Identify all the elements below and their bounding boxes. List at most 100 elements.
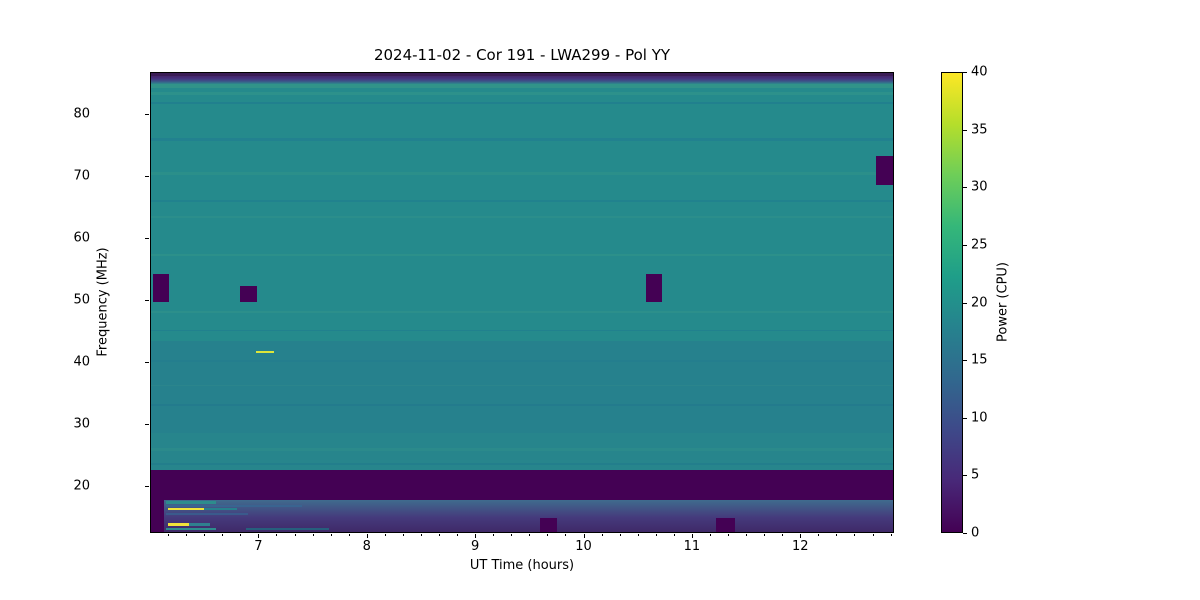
heatmap-stripe [151, 403, 893, 406]
x-minor-tick [420, 534, 422, 536]
yellow-burst-16mhz [168, 507, 204, 510]
colorbar-tick-label-0: 0 [971, 525, 980, 541]
x-tick-label-8: 8 [362, 539, 371, 554]
y-tick-80 [145, 114, 149, 116]
x-minor-tick [186, 534, 188, 536]
y-axis-ticks: 20 30 40 50 60 70 80 [0, 0, 150, 600]
dropout-blob-3 [646, 274, 663, 302]
x-minor-tick [854, 534, 856, 536]
heatmap-stripe [151, 359, 893, 363]
y-tick-label-20: 20 [73, 478, 90, 494]
heatmap-stripe [151, 448, 893, 451]
colorbar-tick-15 [963, 360, 967, 362]
heatmap-stripe [151, 253, 893, 257]
heatmap-stripe [151, 384, 893, 387]
colorbar-tick-5 [963, 475, 967, 477]
teal-segment-4 [166, 527, 216, 530]
teal-segment-3 [188, 523, 211, 526]
x-axis-ticks [150, 533, 894, 539]
top-edge-dark-band [151, 73, 893, 77]
ionosphere-cutoff-dark-band [151, 469, 893, 501]
x-tick-8 [366, 534, 368, 538]
x-minor-tick [402, 534, 404, 536]
x-minor-tick [619, 534, 621, 536]
x-minor-tick [637, 534, 639, 536]
dropout-blob-1 [153, 274, 170, 302]
heatmap [151, 73, 893, 532]
colorbar-tick-label-10: 10 [971, 410, 988, 426]
x-tick-label-11: 11 [683, 539, 701, 554]
x-tick-label-12: 12 [791, 539, 809, 554]
colorbar-tick-30 [963, 187, 967, 189]
x-minor-tick [493, 534, 495, 536]
teal-segment-1 [166, 500, 216, 504]
y-tick-label-30: 30 [73, 416, 90, 432]
x-minor-tick [728, 534, 729, 536]
x-minor-tick [384, 534, 386, 536]
x-minor-tick [836, 534, 838, 536]
heatmap-stripe [151, 200, 893, 202]
x-axis-minor-ticks [150, 533, 894, 539]
x-minor-tick [168, 534, 170, 536]
x-minor-tick [673, 534, 675, 536]
x-minor-tick [330, 534, 332, 536]
dropout-blob-2 [239, 286, 257, 302]
colorbar-tick-10 [963, 417, 967, 419]
y-tick-30 [145, 423, 149, 425]
colorbar-tick-25 [963, 244, 967, 246]
y-tick-40 [145, 361, 149, 363]
x-tick-label-10: 10 [575, 539, 592, 554]
x-minor-tick [709, 534, 711, 536]
x-minor-tick [439, 534, 440, 536]
x-minor-tick [547, 534, 549, 536]
main-body-mid [151, 340, 893, 434]
x-tick-10 [583, 534, 585, 538]
heatmap-stripe [151, 101, 893, 104]
faint-blue-stripe-2 [166, 512, 249, 516]
x-minor-tick [890, 534, 892, 536]
y-tick-label-80: 80 [73, 106, 90, 122]
dropout-blob-4 [876, 155, 893, 186]
y-tick-label-60: 60 [73, 230, 90, 246]
y-tick-50 [145, 300, 149, 302]
plot-title: 2024-11-02 - Cor 191 - LWA299 - Pol YY [373, 46, 671, 64]
dropout-blob-6 [716, 518, 735, 532]
x-minor-tick [294, 534, 296, 536]
colorbar-ticks [963, 72, 969, 534]
faint-teal-streak [246, 527, 330, 530]
x-minor-tick [240, 534, 242, 536]
x-minor-tick [529, 534, 531, 536]
x-minor-tick [782, 534, 784, 536]
x-minor-tick [312, 534, 314, 536]
x-minor-tick [222, 534, 224, 536]
teal-segment-2 [203, 507, 238, 510]
faint-blue-stripe-1 [166, 504, 303, 507]
x-minor-tick [565, 534, 567, 536]
colorbar-tick-35 [963, 129, 967, 131]
colorbar [941, 72, 963, 533]
x-tick-12 [800, 534, 802, 538]
yellow-burst-42mhz [255, 351, 275, 354]
heatmap-stripe [151, 138, 893, 141]
y-tick-20 [145, 485, 149, 487]
y-tick-label-70: 70 [73, 168, 90, 184]
colorbar-label: Power (CPU) [995, 261, 1011, 343]
heatmap-stripe [151, 329, 893, 332]
heatmap-stripe [151, 172, 893, 175]
y-tick-label-40: 40 [73, 354, 90, 370]
x-minor-tick [204, 534, 206, 536]
x-minor-tick [601, 534, 603, 536]
x-minor-tick [746, 534, 748, 536]
x-minor-tick [872, 534, 874, 536]
colorbar-tick-0 [963, 533, 967, 534]
x-axis-label: UT Time (hours) [469, 558, 575, 573]
y-tick-60 [145, 238, 149, 240]
y-tick-70 [145, 176, 149, 178]
x-tick-11 [691, 534, 693, 538]
left-edge-dark-column [151, 500, 164, 532]
colorbar-tick-40 [963, 72, 967, 73]
colorbar-tick-20 [963, 302, 967, 304]
x-minor-tick [348, 534, 350, 536]
yellow-burst-13mhz [168, 523, 189, 526]
